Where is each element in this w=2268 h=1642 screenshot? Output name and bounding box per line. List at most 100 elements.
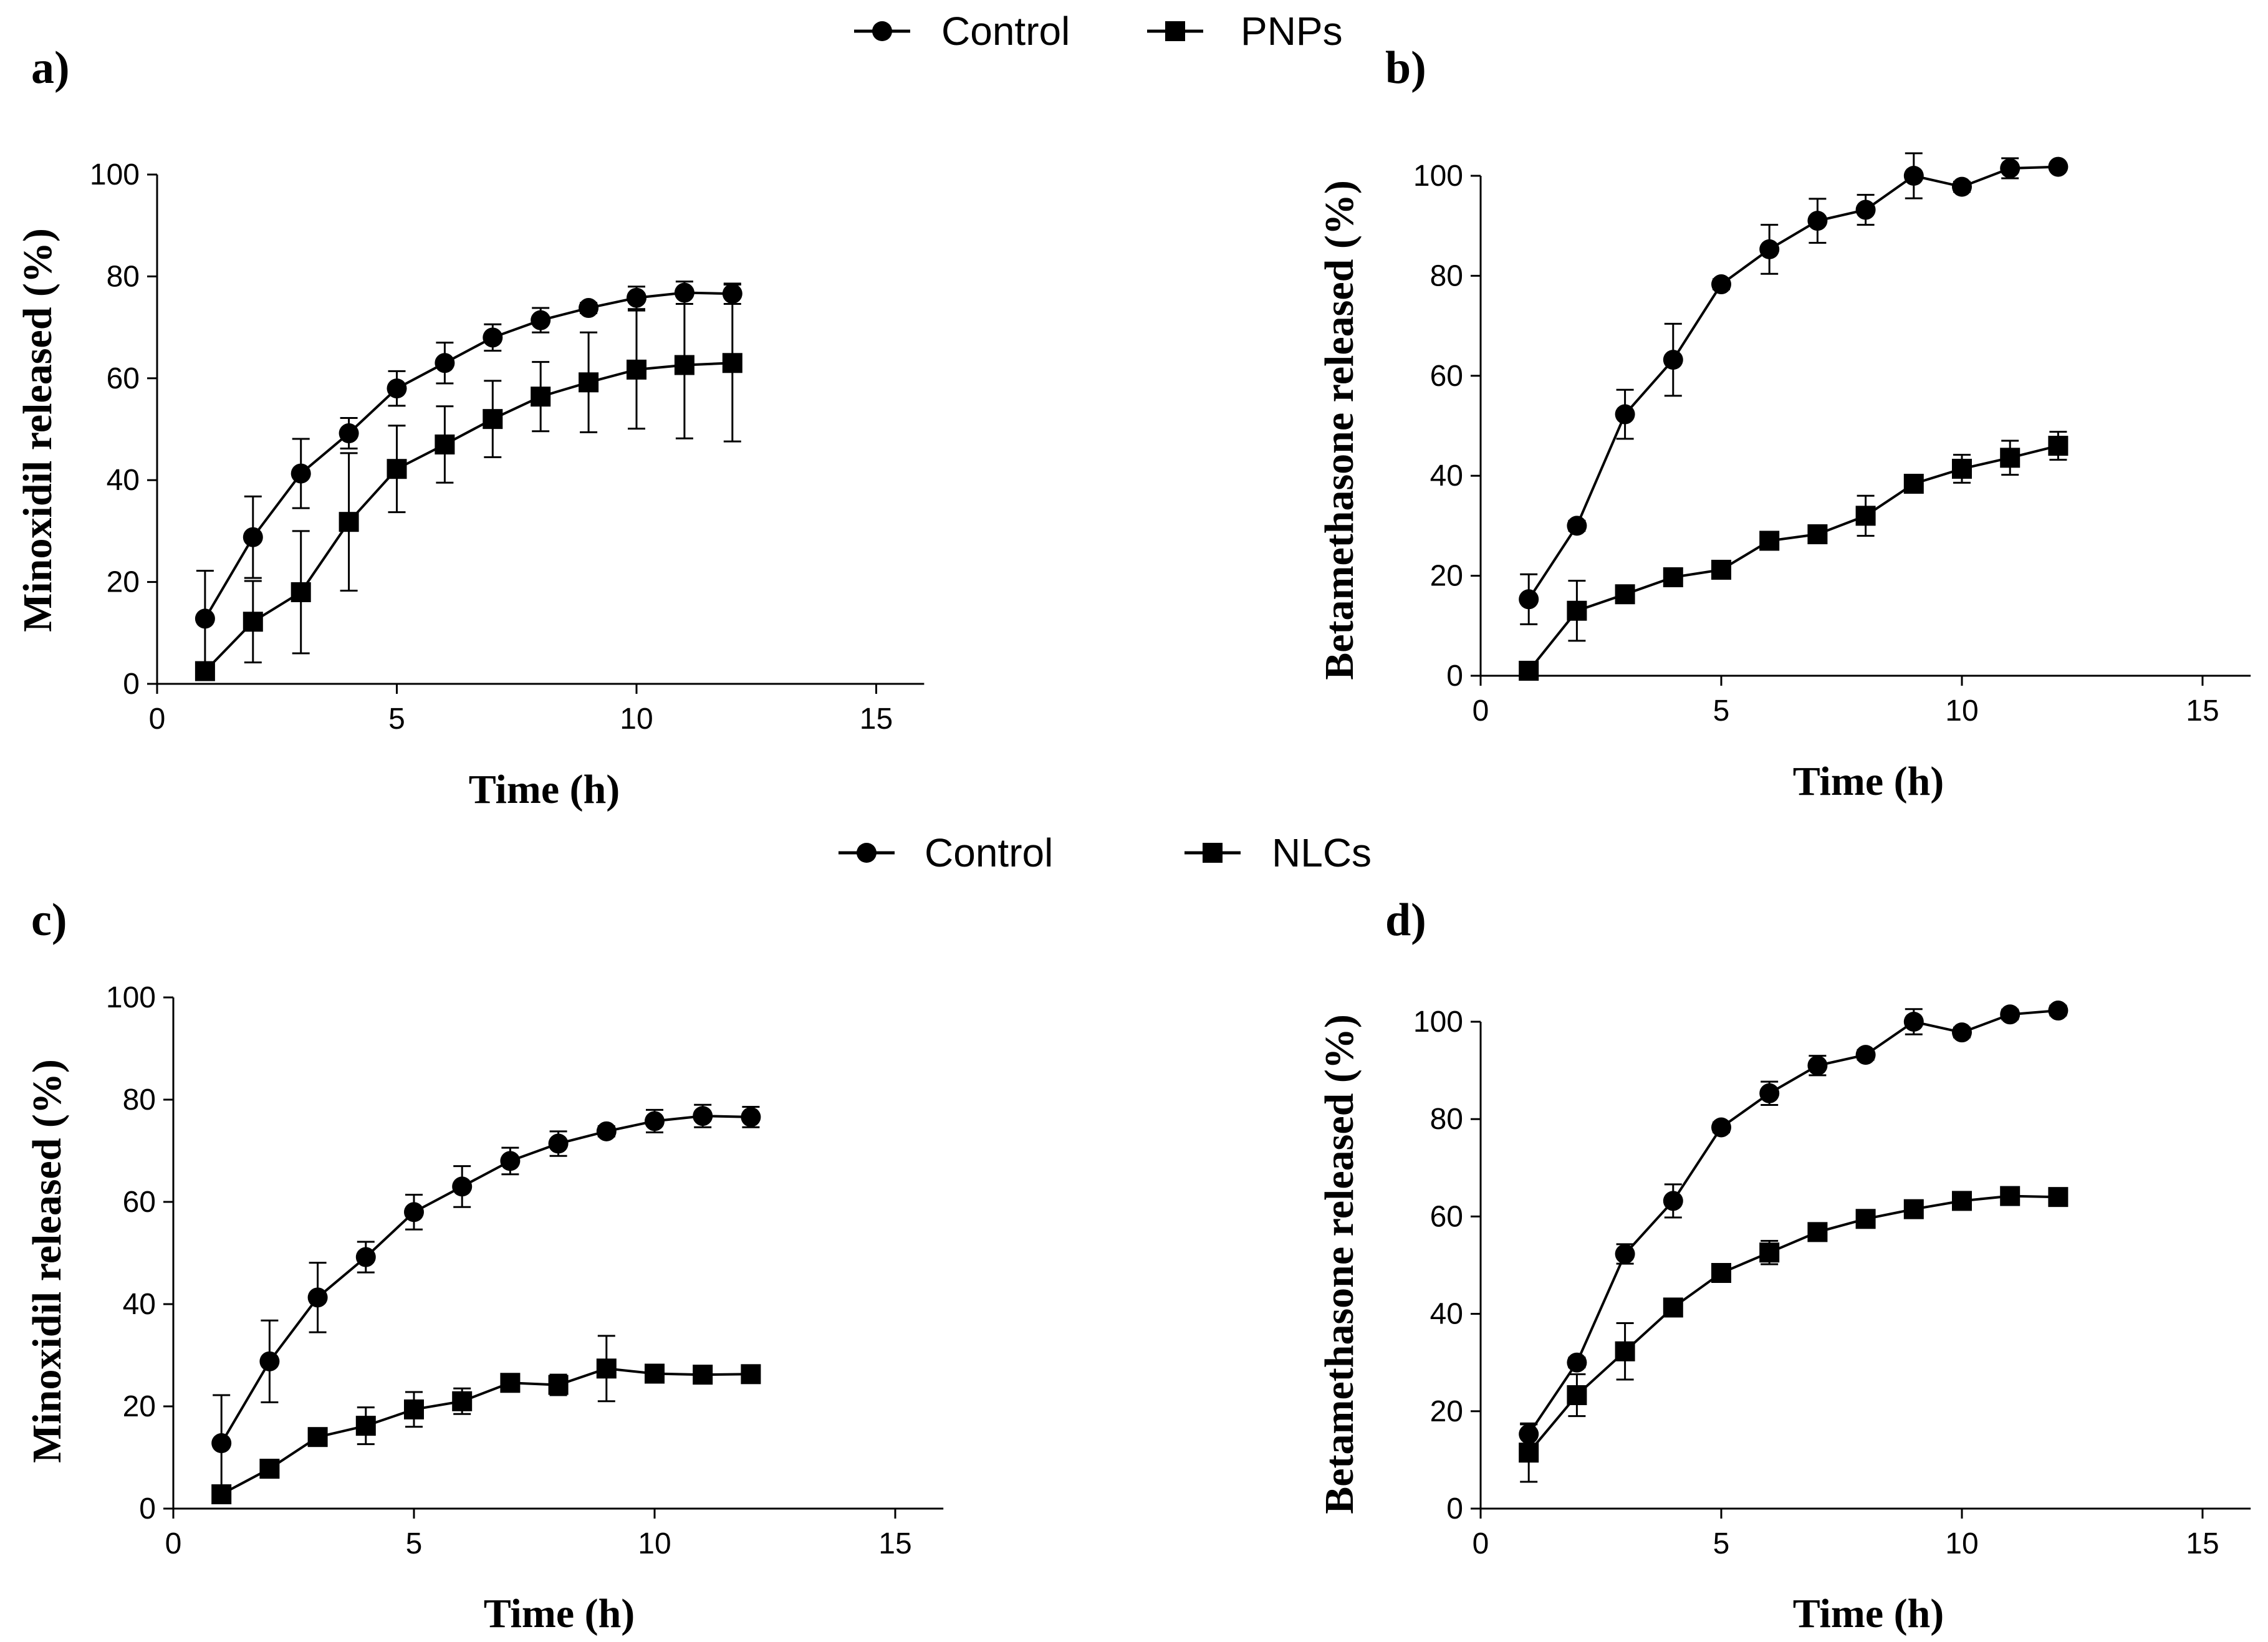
data-point-control [531, 310, 551, 330]
data-point-pnps [243, 612, 263, 632]
data-point-pnps [1759, 531, 1780, 551]
y-tick-label: 0 [139, 1492, 156, 1525]
data-point-nlcs [693, 1365, 713, 1385]
data-point-pnps [627, 359, 646, 380]
series-line-nlcs [1527, 1194, 2059, 1454]
data-point-nlcs [2000, 1186, 2021, 1206]
data-point-nlcs [1807, 1222, 1828, 1242]
data-point-nlcs [741, 1364, 761, 1385]
x-tick-label: 0 [165, 1527, 182, 1560]
data-point-control [387, 378, 407, 399]
x-axis-title: Time (h) [469, 767, 620, 812]
data-point-control [579, 298, 599, 319]
legend-control-marker [857, 843, 877, 863]
y-tick-label: 20 [123, 1390, 156, 1423]
y-tick-label: 20 [107, 566, 140, 599]
data-point-control [693, 1106, 713, 1126]
panel-b: b) Betamethasone released (%) Time (h) 0… [1317, 42, 2251, 804]
data-point-pnps [1903, 474, 1924, 494]
x-tick-label: 10 [620, 703, 653, 736]
series-nlcs [211, 1335, 761, 1505]
y-tick-label: 80 [107, 260, 140, 293]
data-point-nlcs [259, 1459, 280, 1479]
x-tick-label: 5 [388, 703, 405, 736]
data-point-pnps [291, 582, 311, 602]
data-point-control [2000, 158, 2021, 178]
y-tick-label: 60 [1430, 360, 1463, 393]
x-tick-label: 15 [860, 703, 893, 736]
x-tick-label: 0 [149, 703, 166, 736]
legend-nlcs-marker [1203, 843, 1223, 863]
y-tick-label: 60 [1430, 1200, 1463, 1233]
data-point-nlcs [1903, 1199, 1924, 1219]
data-point-nlcs [500, 1373, 521, 1393]
series-line-control [1527, 1009, 2059, 1435]
data-point-control [645, 1111, 665, 1131]
data-point-control [1711, 274, 1731, 295]
y-tick-label: 40 [107, 464, 140, 497]
data-point-pnps [483, 409, 503, 430]
data-point-pnps [2000, 448, 2021, 468]
data-point-nlcs [645, 1363, 665, 1384]
data-point-pnps [1519, 660, 1539, 681]
x-tick-label: 5 [1713, 1527, 1730, 1560]
legend-nlcs-label: NLCs [1272, 830, 1372, 875]
data-point-pnps [579, 372, 599, 393]
y-tick-label: 20 [1430, 560, 1463, 593]
data-point-nlcs [1711, 1262, 1731, 1283]
series-pnps [195, 283, 742, 681]
y-tick-label: 100 [1413, 1006, 1463, 1039]
legend-control-label: Control [925, 830, 1053, 875]
data-point-pnps [1952, 458, 1972, 479]
data-point-pnps [387, 459, 407, 479]
data-point-control [2048, 156, 2069, 177]
plot-area: 0 20 40 60 80 100 0 5 10 15 [1413, 1001, 2251, 1560]
y-tick-label: 100 [90, 158, 140, 191]
data-point-control [1807, 211, 1828, 231]
x-tick-label: 15 [2186, 694, 2219, 727]
y-tick-label: 0 [1446, 1492, 1463, 1525]
data-point-control [1807, 1055, 1828, 1076]
data-point-control [1903, 166, 1924, 186]
data-point-control [1855, 199, 1876, 220]
series-control [211, 1103, 761, 1492]
series-line-control [1527, 165, 2059, 600]
legend-pnps-marker [1165, 21, 1185, 41]
data-point-control [500, 1151, 521, 1171]
data-point-control [211, 1433, 232, 1454]
data-point-control [339, 423, 359, 444]
data-point-control [1711, 1117, 1731, 1138]
series-nlcs [1519, 1186, 2069, 1483]
data-point-pnps [531, 386, 551, 407]
x-tick-label: 15 [2186, 1527, 2219, 1560]
data-point-control [1855, 1045, 1876, 1065]
y-axis-title: Minoxidil released (%) [24, 1059, 70, 1463]
x-axis-title: Time (h) [1793, 1591, 1944, 1636]
plot-area: 0 20 40 60 80 100 0 5 10 15 [90, 158, 925, 736]
data-point-control [1567, 1352, 1587, 1373]
y-tick-label: 100 [1413, 160, 1463, 193]
y-tick-label: 80 [123, 1083, 156, 1116]
data-point-control [741, 1107, 761, 1127]
panel-label: c) [31, 895, 67, 946]
y-tick-label: 0 [123, 668, 140, 701]
data-point-pnps [195, 661, 215, 681]
data-point-control [1952, 176, 1972, 197]
data-point-control [1615, 1244, 1635, 1264]
y-axis-title: Betamethasone released (%) [1317, 180, 1362, 680]
data-point-pnps [1615, 584, 1635, 605]
data-point-control [452, 1176, 473, 1197]
series-line-pnps [204, 362, 733, 672]
x-tick-label: 10 [1945, 1527, 1978, 1560]
x-tick-label: 0 [1473, 694, 1489, 727]
data-point-nlcs [1855, 1209, 1876, 1229]
data-point-nlcs [307, 1427, 328, 1448]
data-point-pnps [1567, 600, 1587, 621]
data-point-control [355, 1247, 376, 1267]
x-tick-label: 15 [878, 1527, 911, 1560]
data-point-control [259, 1351, 280, 1371]
legend-control-label: Control [941, 9, 1070, 54]
x-tick-label: 5 [406, 1527, 423, 1560]
series-control [1519, 1001, 2069, 1445]
